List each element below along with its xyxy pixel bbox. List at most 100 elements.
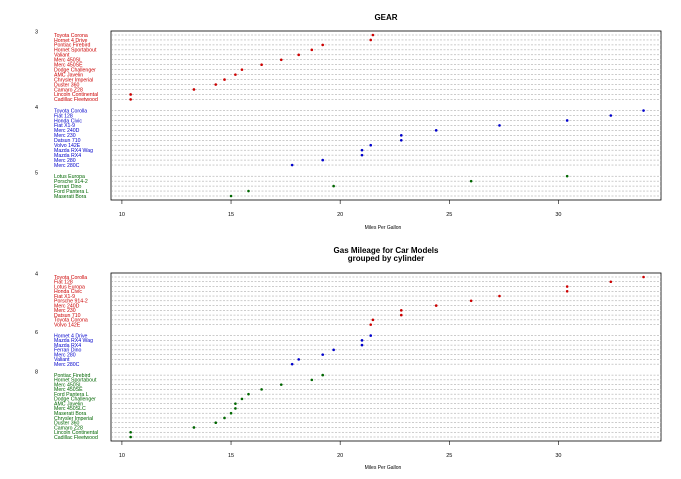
row-label: Honda Civic xyxy=(54,289,82,295)
data-point xyxy=(609,114,613,117)
row-label: Fiat 128 xyxy=(54,280,73,286)
row-label: Volvo 142E xyxy=(54,143,81,149)
row-label: Porsche 914-2 xyxy=(54,299,88,305)
row-label: Fiat X1-9 xyxy=(54,123,75,129)
row-label: AMC Javelin xyxy=(54,401,83,407)
row-label: Merc 280 xyxy=(54,158,76,164)
data-point xyxy=(223,78,226,81)
x-tick-label: 20 xyxy=(337,453,343,459)
row-label: Maserati Bora xyxy=(54,411,86,417)
data-point xyxy=(565,289,569,293)
row-label: Lotus Europa xyxy=(54,174,85,180)
row-label: Mazda RX4 Wag xyxy=(54,148,93,154)
row-label: Mazda RX4 xyxy=(54,153,81,159)
data-point xyxy=(498,124,501,127)
x-tick-label: 15 xyxy=(228,212,234,218)
data-point xyxy=(260,388,263,391)
row-label: Hornet Sportabout xyxy=(54,48,97,54)
row-label: AMC Javelin xyxy=(54,72,83,78)
row-label: Chrysler Imperial xyxy=(54,77,93,83)
data-point xyxy=(229,411,233,415)
row-label: Dodge Challenger xyxy=(54,67,96,73)
x-tick-label: 10 xyxy=(119,212,125,218)
data-point xyxy=(214,421,218,425)
data-point xyxy=(247,392,250,396)
row-label: Lincoln Continental xyxy=(54,430,98,436)
row-label: Fiat X1-9 xyxy=(54,294,75,300)
chart-title: GEAR xyxy=(374,13,397,22)
row-label: Toyota Corona xyxy=(54,33,88,39)
group-label: 8 xyxy=(35,370,38,376)
row-label: Merc 450SE xyxy=(54,387,83,393)
data-point xyxy=(332,184,335,188)
row-label: Merc 280C xyxy=(54,163,80,169)
row-label: Toyota Corona xyxy=(54,318,88,324)
row-label: Ford Pantera L xyxy=(54,392,89,398)
data-point xyxy=(240,68,244,71)
data-point xyxy=(260,63,263,67)
data-point xyxy=(240,397,244,401)
data-point xyxy=(297,53,300,57)
data-point xyxy=(360,343,364,347)
row-label: Ferrari Dino xyxy=(54,348,81,354)
data-point xyxy=(399,138,403,142)
x-tick-label: 30 xyxy=(555,212,561,218)
x-tick-label: 20 xyxy=(337,212,343,218)
row-label: Cadillac Fleetwood xyxy=(54,435,98,441)
row-label: Merc 280C xyxy=(54,362,80,368)
x-axis-label: Miles Per Gallon xyxy=(365,465,402,471)
data-point xyxy=(369,143,373,147)
data-point xyxy=(642,109,645,112)
row-label: Merc 450SL xyxy=(54,382,82,388)
row-label: Toyota Corolla xyxy=(54,275,87,281)
row-label: Porsche 914-2 xyxy=(54,179,88,185)
group-label: 6 xyxy=(35,330,38,336)
x-tick-label: 25 xyxy=(446,212,452,218)
data-point xyxy=(565,285,569,288)
data-point xyxy=(321,353,325,356)
data-point xyxy=(310,48,314,52)
data-point xyxy=(279,58,283,62)
data-point xyxy=(469,179,473,183)
data-point xyxy=(290,163,294,167)
row-label: Lincoln Continental xyxy=(54,92,98,98)
data-point xyxy=(321,158,325,162)
data-point xyxy=(234,407,237,410)
row-label: Fiat 128 xyxy=(54,113,73,119)
row-label: Datsun 710 xyxy=(54,313,81,319)
row-label: Honda Civic xyxy=(54,118,82,124)
data-point xyxy=(371,318,375,322)
row-label: Volvo 142E xyxy=(54,322,81,328)
data-point xyxy=(399,134,403,137)
data-point xyxy=(310,378,314,382)
row-label: Hornet 4 Drive xyxy=(54,38,88,44)
row-label: Valiant xyxy=(54,53,70,59)
data-point xyxy=(565,174,569,178)
data-point xyxy=(297,358,300,361)
row-label: Pontiac Firebird xyxy=(54,43,90,49)
group-label: 4 xyxy=(35,272,38,278)
group-label: 3 xyxy=(35,30,38,36)
x-axis-label: Miles Per Gallon xyxy=(365,225,402,231)
data-point xyxy=(642,275,645,279)
row-label: Camaro Z28 xyxy=(54,425,83,431)
row-label: Ford Pantera L xyxy=(54,189,89,195)
data-point xyxy=(469,299,473,303)
data-point xyxy=(129,98,132,101)
row-label: Datsun 710 xyxy=(54,138,81,144)
data-point xyxy=(321,43,325,47)
row-label: Camaro Z28 xyxy=(54,87,83,93)
data-point xyxy=(279,383,283,386)
data-point xyxy=(321,373,325,377)
group-label: 5 xyxy=(35,171,38,177)
data-point xyxy=(399,313,403,317)
row-label: Valiant xyxy=(54,357,70,363)
data-point xyxy=(129,430,132,434)
data-point xyxy=(192,88,196,91)
data-point xyxy=(369,334,373,337)
row-label: Cadillac Fleetwood xyxy=(54,97,98,103)
row-label: Hornet Sportabout xyxy=(54,378,97,384)
data-point xyxy=(369,38,373,42)
data-point xyxy=(192,426,196,429)
